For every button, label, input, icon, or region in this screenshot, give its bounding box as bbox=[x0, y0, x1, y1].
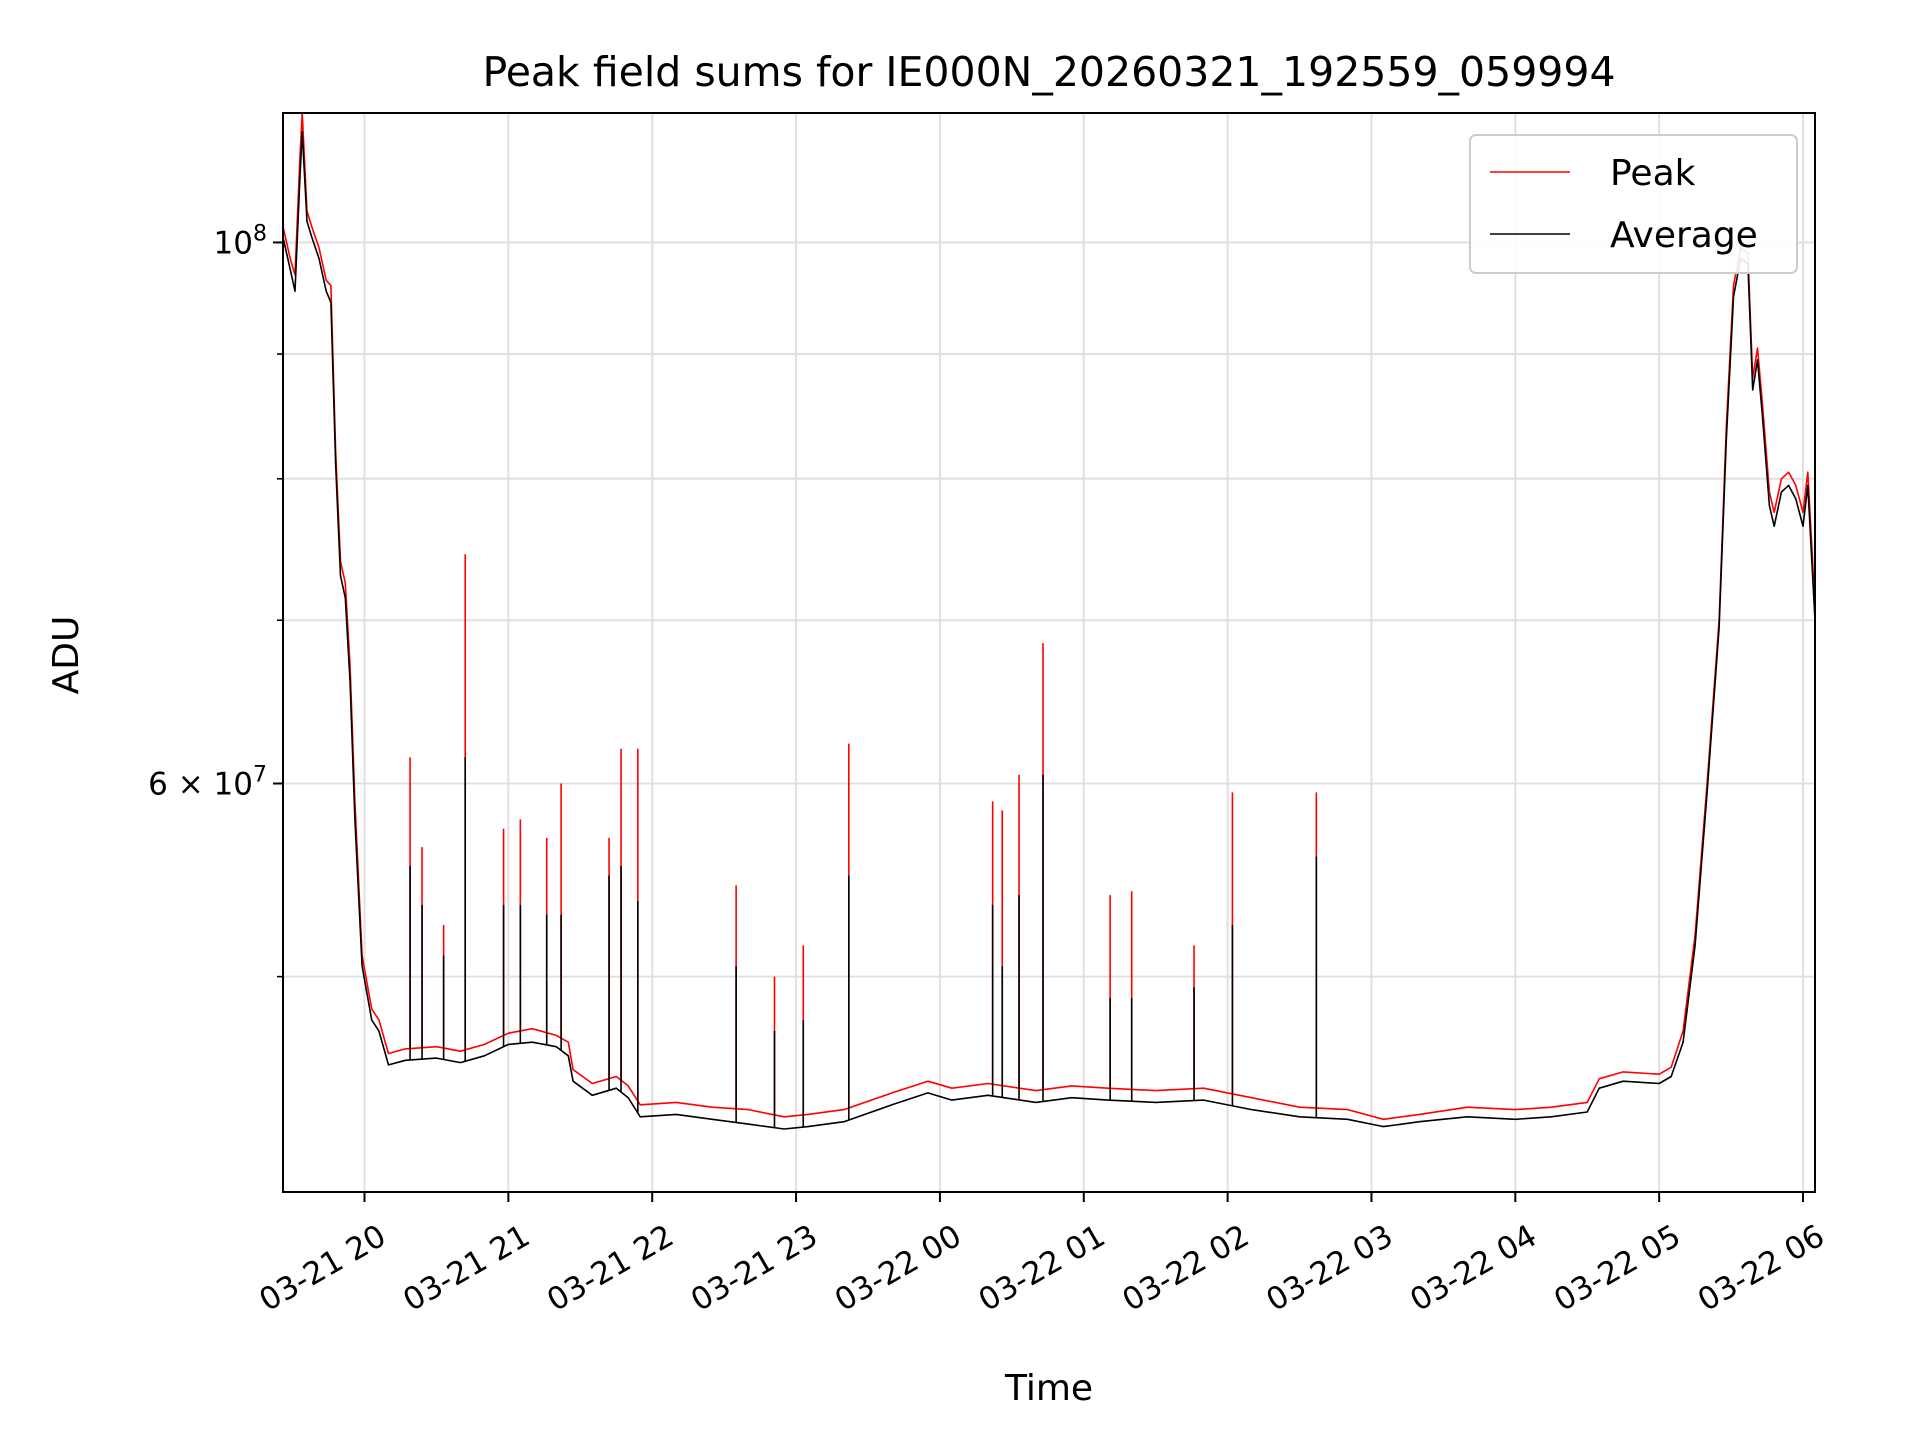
grid bbox=[283, 113, 1815, 1192]
legend-label-peak: Peak bbox=[1610, 153, 1696, 194]
legend-box bbox=[1469, 134, 1798, 274]
average-line bbox=[283, 131, 1815, 1130]
chart-title: Peak field sums for IE000N_20260321_1925… bbox=[482, 48, 1615, 96]
legend: Peak Average bbox=[1469, 134, 1798, 274]
plot-frame bbox=[282, 112, 1816, 1193]
peak-line bbox=[283, 113, 1815, 1121]
y-tick-label: 108 bbox=[214, 221, 267, 261]
y-tick-label: 6 × 107 bbox=[148, 763, 267, 803]
y-axis: 6 × 107 108 bbox=[148, 221, 283, 978]
legend-label-average: Average bbox=[1610, 215, 1758, 256]
series-layer bbox=[283, 113, 1815, 1130]
x-axis-label: Time bbox=[1004, 1368, 1093, 1409]
y-axis-label: ADU bbox=[46, 616, 87, 695]
average-series bbox=[283, 131, 1815, 1130]
